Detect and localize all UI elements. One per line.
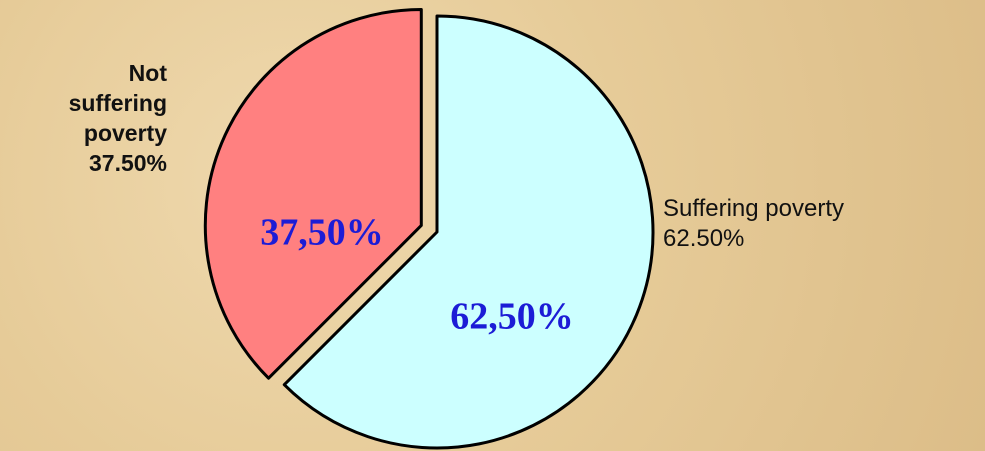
outer-label: Not suffering poverty 37.50% — [32, 58, 167, 178]
value-label: 62,50% — [450, 296, 574, 338]
pie-slice — [203, 7, 423, 380]
pie-slice — [282, 14, 655, 450]
category-label: Not suffering poverty — [68, 60, 167, 146]
percent-label: 37.50% — [88, 150, 167, 176]
category-label: Suffering poverty — [663, 195, 844, 222]
outer-label: Suffering poverty 62.50% — [663, 194, 983, 254]
value-label: 37,50% — [260, 212, 384, 254]
percent-label: 62.50% — [663, 225, 745, 252]
